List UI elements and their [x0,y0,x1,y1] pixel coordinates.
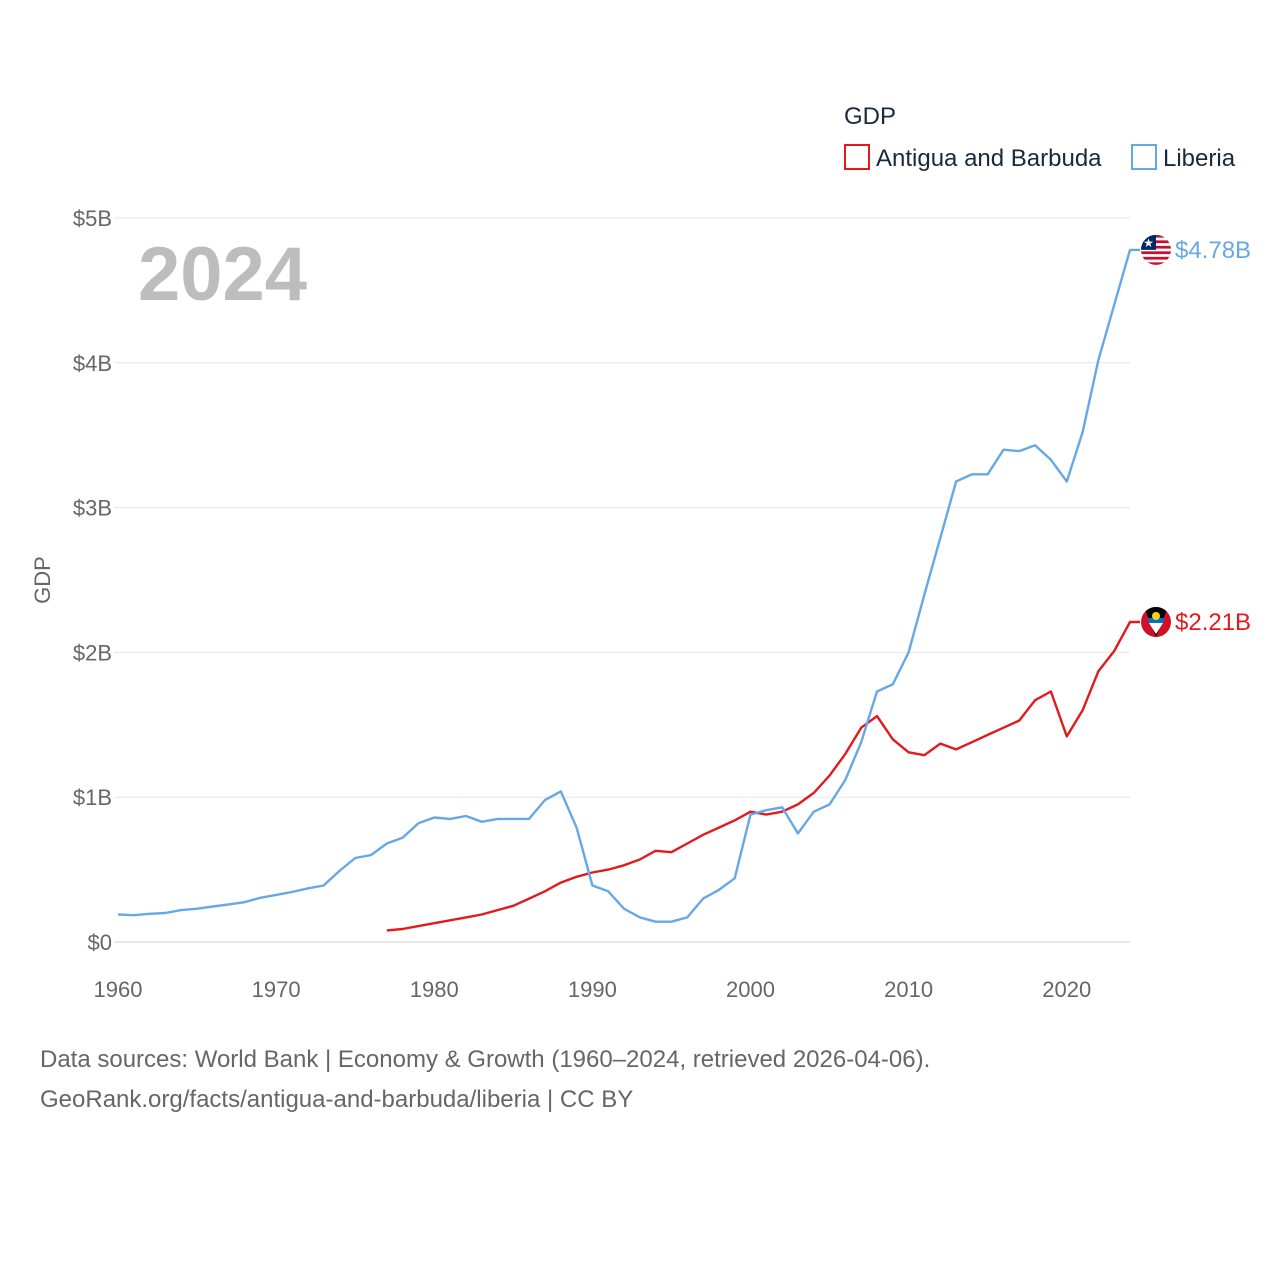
liberia-flag-icon: ★ [1141,234,1171,265]
y-tick-label: $4B [73,351,112,376]
end-labels: $2.21B $4.78B ★ [1141,234,1251,637]
footer: Data sources: World Bank | Economy & Gro… [40,1040,930,1120]
end-label-antigua-and-barbuda: $2.21B [1175,609,1251,636]
x-tick-label: 2020 [1042,977,1091,1002]
footer-sources: Data sources: World Bank | Economy & Gro… [40,1046,931,1073]
legend: GDP Antigua and Barbuda Liberia [844,103,1236,172]
gdp-line-chart: $0 $1B $2B $3B $4B $5B 1960 1970 1980 1990 2000 20… [30,103,1251,1002]
y-axis-label: GDP [30,556,55,604]
x-tick-label: 1980 [410,977,459,1002]
x-tick-labels: 1960 1970 1980 1990 2000 2010 2020 [94,977,1092,1002]
svg-text:★: ★ [1143,236,1154,250]
legend-label-antigua[interactable]: Antigua and Barbuda [876,145,1102,172]
legend-label-liberia[interactable]: Liberia [1163,145,1236,172]
footer-link[interactable]: GeoRank.org/facts/antigua-and-barbuda/li… [40,1086,634,1113]
x-tick-label: 1970 [252,977,301,1002]
y-tick-label: $0 [88,930,112,955]
year-label: 2024 [138,232,307,317]
legend-swatch-liberia[interactable] [1131,144,1157,170]
legend-swatch-antigua[interactable] [844,144,870,170]
y-tick-label: $2B [73,640,112,665]
legend-title: GDP [844,103,896,130]
series-line-liberia[interactable] [117,248,1140,923]
x-tick-label: 1990 [568,977,617,1002]
end-label-liberia: $4.78B [1175,237,1251,264]
y-tick-labels: $0 $1B $2B $3B $4B $5B [73,206,112,955]
antigua-and-barbuda-flag-icon [1141,606,1171,637]
y-tick-label: $5B [73,206,112,231]
x-tick-label: 2010 [884,977,933,1002]
x-tick-label: 2000 [726,977,775,1002]
y-tick-label: $3B [73,496,112,521]
series-lines [117,248,1140,932]
gridlines [114,217,1130,943]
x-tick-label: 1960 [94,977,143,1002]
series-line-antigua-and-barbuda[interactable] [386,620,1140,932]
y-tick-label: $1B [73,785,112,810]
